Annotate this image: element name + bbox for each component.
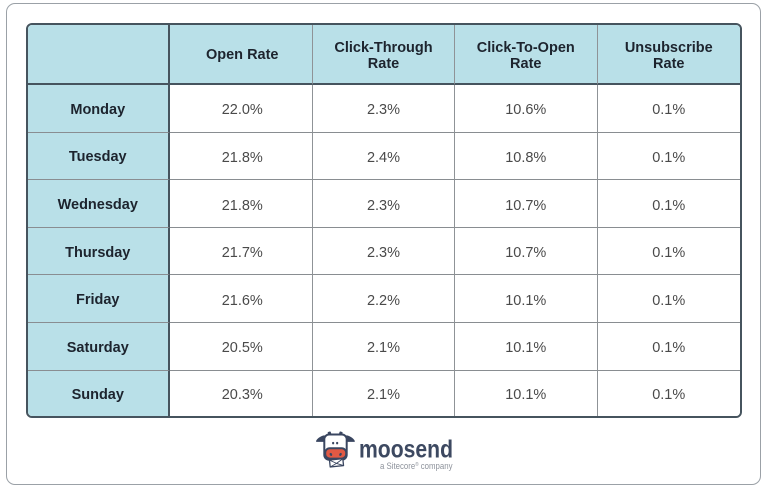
svg-text:moosend: moosend xyxy=(359,436,453,464)
svg-text:a Sitecore® company: a Sitecore® company xyxy=(380,461,453,472)
